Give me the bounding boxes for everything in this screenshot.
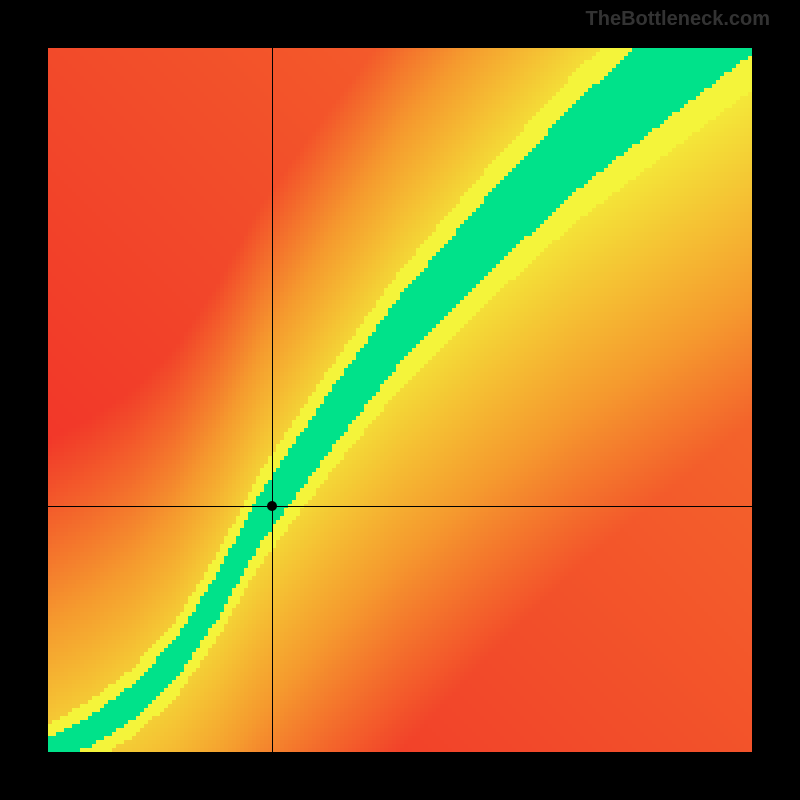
heatmap-canvas xyxy=(48,48,752,752)
crosshair-vertical xyxy=(272,48,273,752)
crosshair-horizontal xyxy=(48,506,752,507)
watermark-text: TheBottleneck.com xyxy=(586,8,770,31)
crosshair-dot xyxy=(267,501,277,511)
heatmap-plot xyxy=(48,48,752,752)
